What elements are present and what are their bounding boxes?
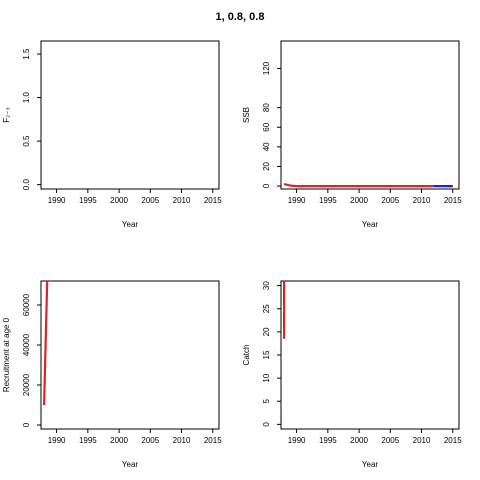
recruitment-y-tick-label: 40000 — [22, 333, 31, 356]
catch-y-tick-label: 10 — [262, 373, 271, 382]
recruitment-x-axis-label: Year — [122, 460, 139, 469]
f-x-axis-label: Year — [122, 220, 139, 229]
f-x-tick-label: 1990 — [48, 196, 66, 205]
f-y-tick-label: 0.0 — [22, 179, 31, 191]
f-panel: 1990 1995 2000 2005 2010 2015 0.0 0.5 1.0 1.5 Year… — [2, 40, 222, 229]
catch-y-tick-label: 5 — [262, 398, 271, 403]
catch-frame — [280, 280, 460, 430]
f-x-tick-label: 1995 — [79, 196, 97, 205]
ssb-x-tick-label: 1995 — [319, 196, 337, 205]
ssb-series-line-red — [283, 183, 434, 188]
f-x-tick-label: 2010 — [173, 196, 191, 205]
ssb-x-tick-label: 2010 — [413, 196, 431, 205]
catch-x-tick-label: 2000 — [350, 436, 368, 445]
figure-title: 1, 0.8, 0.8 — [216, 11, 265, 23]
recruitment-panel: 1990 1995 2000 2005 2010 2015 0 20000 40000 60000… — [2, 280, 222, 469]
ssb-y-tick-label: 120 — [262, 61, 271, 75]
ssb-y-tick-label: 40 — [262, 142, 271, 151]
recruitment-x-tick-label: 2005 — [141, 436, 159, 445]
catch-y-tick-label: 0 — [262, 422, 271, 427]
f-x-tick-label: 2015 — [204, 196, 222, 205]
catch-y-tick-label: 25 — [262, 304, 271, 313]
ssb-y-tick-label: 20 — [262, 161, 271, 170]
catch-panel: 1990 1995 2000 2005 2010 2015 0 5 10 15 20 25 30 Year… — [242, 280, 462, 469]
catch-y-tick-label: 30 — [262, 281, 271, 290]
recruitment-series-line-red — [43, 281, 49, 406]
recruitment-y-tick-label: 60000 — [22, 293, 31, 316]
recruitment-y-tick-label: 20000 — [22, 373, 31, 396]
f-y-tick-label: 1.5 — [22, 48, 31, 60]
recruitment-x-tick-label: 2010 — [173, 436, 191, 445]
recruitment-y-axis-label: Recruitment at age 0 — [2, 317, 11, 392]
ssb-panel: 1990 1995 2000 2005 2010 2015 0 20 40 60 80 120 Year… — [242, 40, 462, 229]
f-y-tick-label: 1.0 — [22, 91, 31, 103]
ssb-y-tick-label: 80 — [262, 103, 271, 112]
catch-y-tick-label: 20 — [262, 327, 271, 336]
catch-x-tick-label: 2005 — [381, 436, 399, 445]
catch-x-tick-label: 2015 — [444, 436, 462, 445]
f-frame — [40, 40, 220, 190]
recruitment-x-tick-label: 2015 — [204, 436, 222, 445]
f-y-axis-label: F₂₋₃ — [2, 107, 11, 122]
catch-x-tick-label: 2010 — [413, 436, 431, 445]
catch-x-axis-label: Year — [362, 460, 379, 469]
catch-x-tick-label: 1990 — [288, 436, 306, 445]
ssb-x-axis-label: Year — [362, 220, 379, 229]
f-x-tick-label: 2000 — [110, 196, 128, 205]
ssb-x-tick-label: 2005 — [381, 196, 399, 205]
f-y-tick-label: 0.5 — [22, 135, 31, 147]
ssb-y-axis-label: SSB — [242, 107, 251, 123]
ssb-y-tick-label: 0 — [262, 183, 271, 188]
recruitment-x-tick-label: 1995 — [79, 436, 97, 445]
recruitment-frame — [40, 280, 220, 430]
catch-x-tick-label: 1995 — [319, 436, 337, 445]
ssb-x-tick-label: 1990 — [288, 196, 306, 205]
recruitment-x-tick-label: 1990 — [48, 436, 66, 445]
catch-y-axis-label: Catch — [242, 345, 251, 366]
recruitment-x-tick-label: 2000 — [110, 436, 128, 445]
ssb-frame — [280, 40, 460, 190]
recruitment-y-tick-label: 0 — [22, 422, 31, 427]
catch-y-tick-label: 15 — [262, 350, 271, 359]
ssb-x-tick-label: 2000 — [350, 196, 368, 205]
f-x-tick-label: 2005 — [141, 196, 159, 205]
ssb-x-tick-label: 2015 — [444, 196, 462, 205]
ssb-y-tick-label: 60 — [262, 122, 271, 131]
